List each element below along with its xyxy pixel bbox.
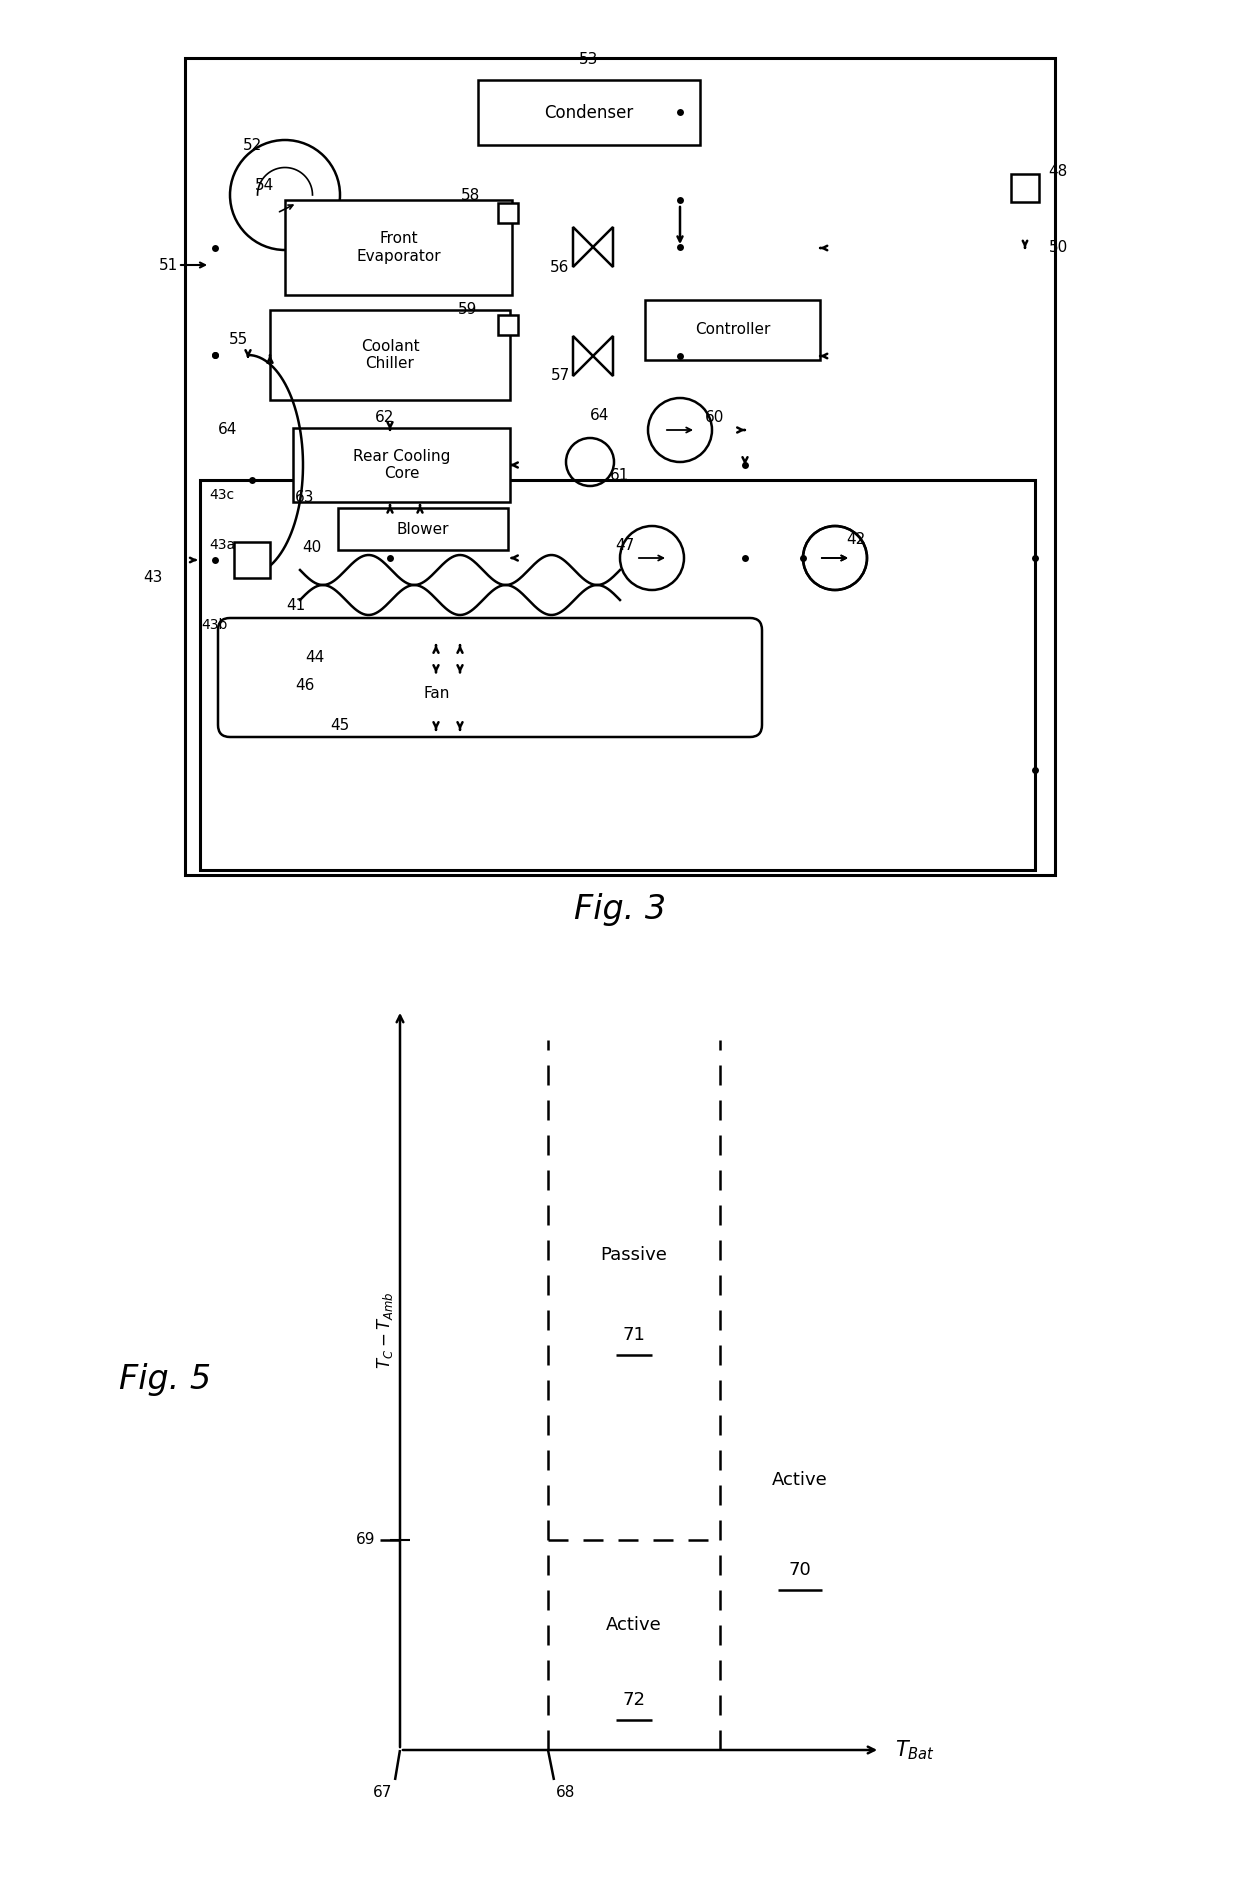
Text: 69: 69: [356, 1532, 374, 1547]
Text: 52: 52: [242, 137, 262, 152]
Text: 61: 61: [610, 468, 630, 483]
Polygon shape: [593, 337, 613, 377]
Text: 60: 60: [706, 411, 724, 426]
Text: Passive: Passive: [600, 1246, 667, 1264]
Text: 55: 55: [228, 333, 248, 348]
Text: Coolant
Chiller: Coolant Chiller: [361, 339, 419, 371]
Text: 59: 59: [459, 303, 477, 318]
Bar: [477, 80, 701, 145]
Text: 58: 58: [460, 188, 480, 202]
Text: 68: 68: [556, 1785, 575, 1800]
Bar: [645, 301, 820, 360]
Text: 51: 51: [159, 257, 177, 272]
Polygon shape: [573, 337, 593, 377]
Text: Blower: Blower: [397, 521, 449, 537]
Text: $T_C - T_{Amb}$: $T_C - T_{Amb}$: [374, 1292, 396, 1368]
Text: 71: 71: [622, 1326, 646, 1344]
Text: 44: 44: [305, 651, 325, 666]
Bar: [234, 542, 270, 579]
Bar: [285, 200, 512, 295]
Text: $T_{Bat}$: $T_{Bat}$: [895, 1737, 935, 1762]
Text: 46: 46: [295, 677, 315, 693]
Text: 67: 67: [373, 1785, 392, 1800]
Bar: [339, 508, 508, 550]
Text: 70: 70: [789, 1560, 811, 1579]
Text: Condenser: Condenser: [544, 103, 634, 122]
Bar: [270, 310, 510, 400]
Text: 53: 53: [579, 53, 599, 67]
Bar: [1011, 173, 1039, 202]
Text: 43a: 43a: [208, 539, 236, 552]
Text: 41: 41: [286, 598, 305, 613]
Polygon shape: [593, 226, 613, 266]
FancyBboxPatch shape: [218, 618, 763, 736]
Text: 72: 72: [622, 1692, 646, 1709]
Text: 43: 43: [144, 571, 162, 586]
Text: Fig. 5: Fig. 5: [119, 1364, 211, 1397]
Bar: [498, 204, 518, 223]
Text: Front
Evaporator: Front Evaporator: [356, 232, 440, 265]
Text: 56: 56: [551, 261, 569, 276]
Text: Active: Active: [606, 1616, 662, 1635]
Text: Rear Cooling
Core: Rear Cooling Core: [353, 449, 450, 481]
Text: 43b: 43b: [202, 618, 228, 632]
Text: 64: 64: [590, 407, 610, 422]
Text: 57: 57: [551, 367, 569, 383]
Text: Fan: Fan: [423, 685, 450, 700]
Text: Fig. 3: Fig. 3: [574, 894, 666, 927]
Bar: [185, 57, 1055, 875]
Text: 42: 42: [847, 533, 866, 548]
Bar: [200, 480, 1035, 870]
Text: 45: 45: [330, 717, 350, 733]
Bar: [498, 316, 518, 335]
Polygon shape: [573, 226, 593, 266]
Text: 40: 40: [303, 540, 321, 556]
Text: 54: 54: [255, 177, 274, 192]
Text: 62: 62: [376, 411, 394, 426]
Text: 63: 63: [295, 489, 315, 504]
Text: Active: Active: [773, 1471, 828, 1488]
Text: 50: 50: [1048, 240, 1068, 255]
Text: 64: 64: [218, 422, 238, 438]
Text: 47: 47: [615, 537, 635, 552]
Text: 48: 48: [1048, 164, 1068, 179]
Text: 43c: 43c: [210, 487, 234, 502]
Bar: [293, 428, 510, 502]
Bar: [355, 672, 518, 716]
Text: Controller: Controller: [694, 322, 770, 337]
